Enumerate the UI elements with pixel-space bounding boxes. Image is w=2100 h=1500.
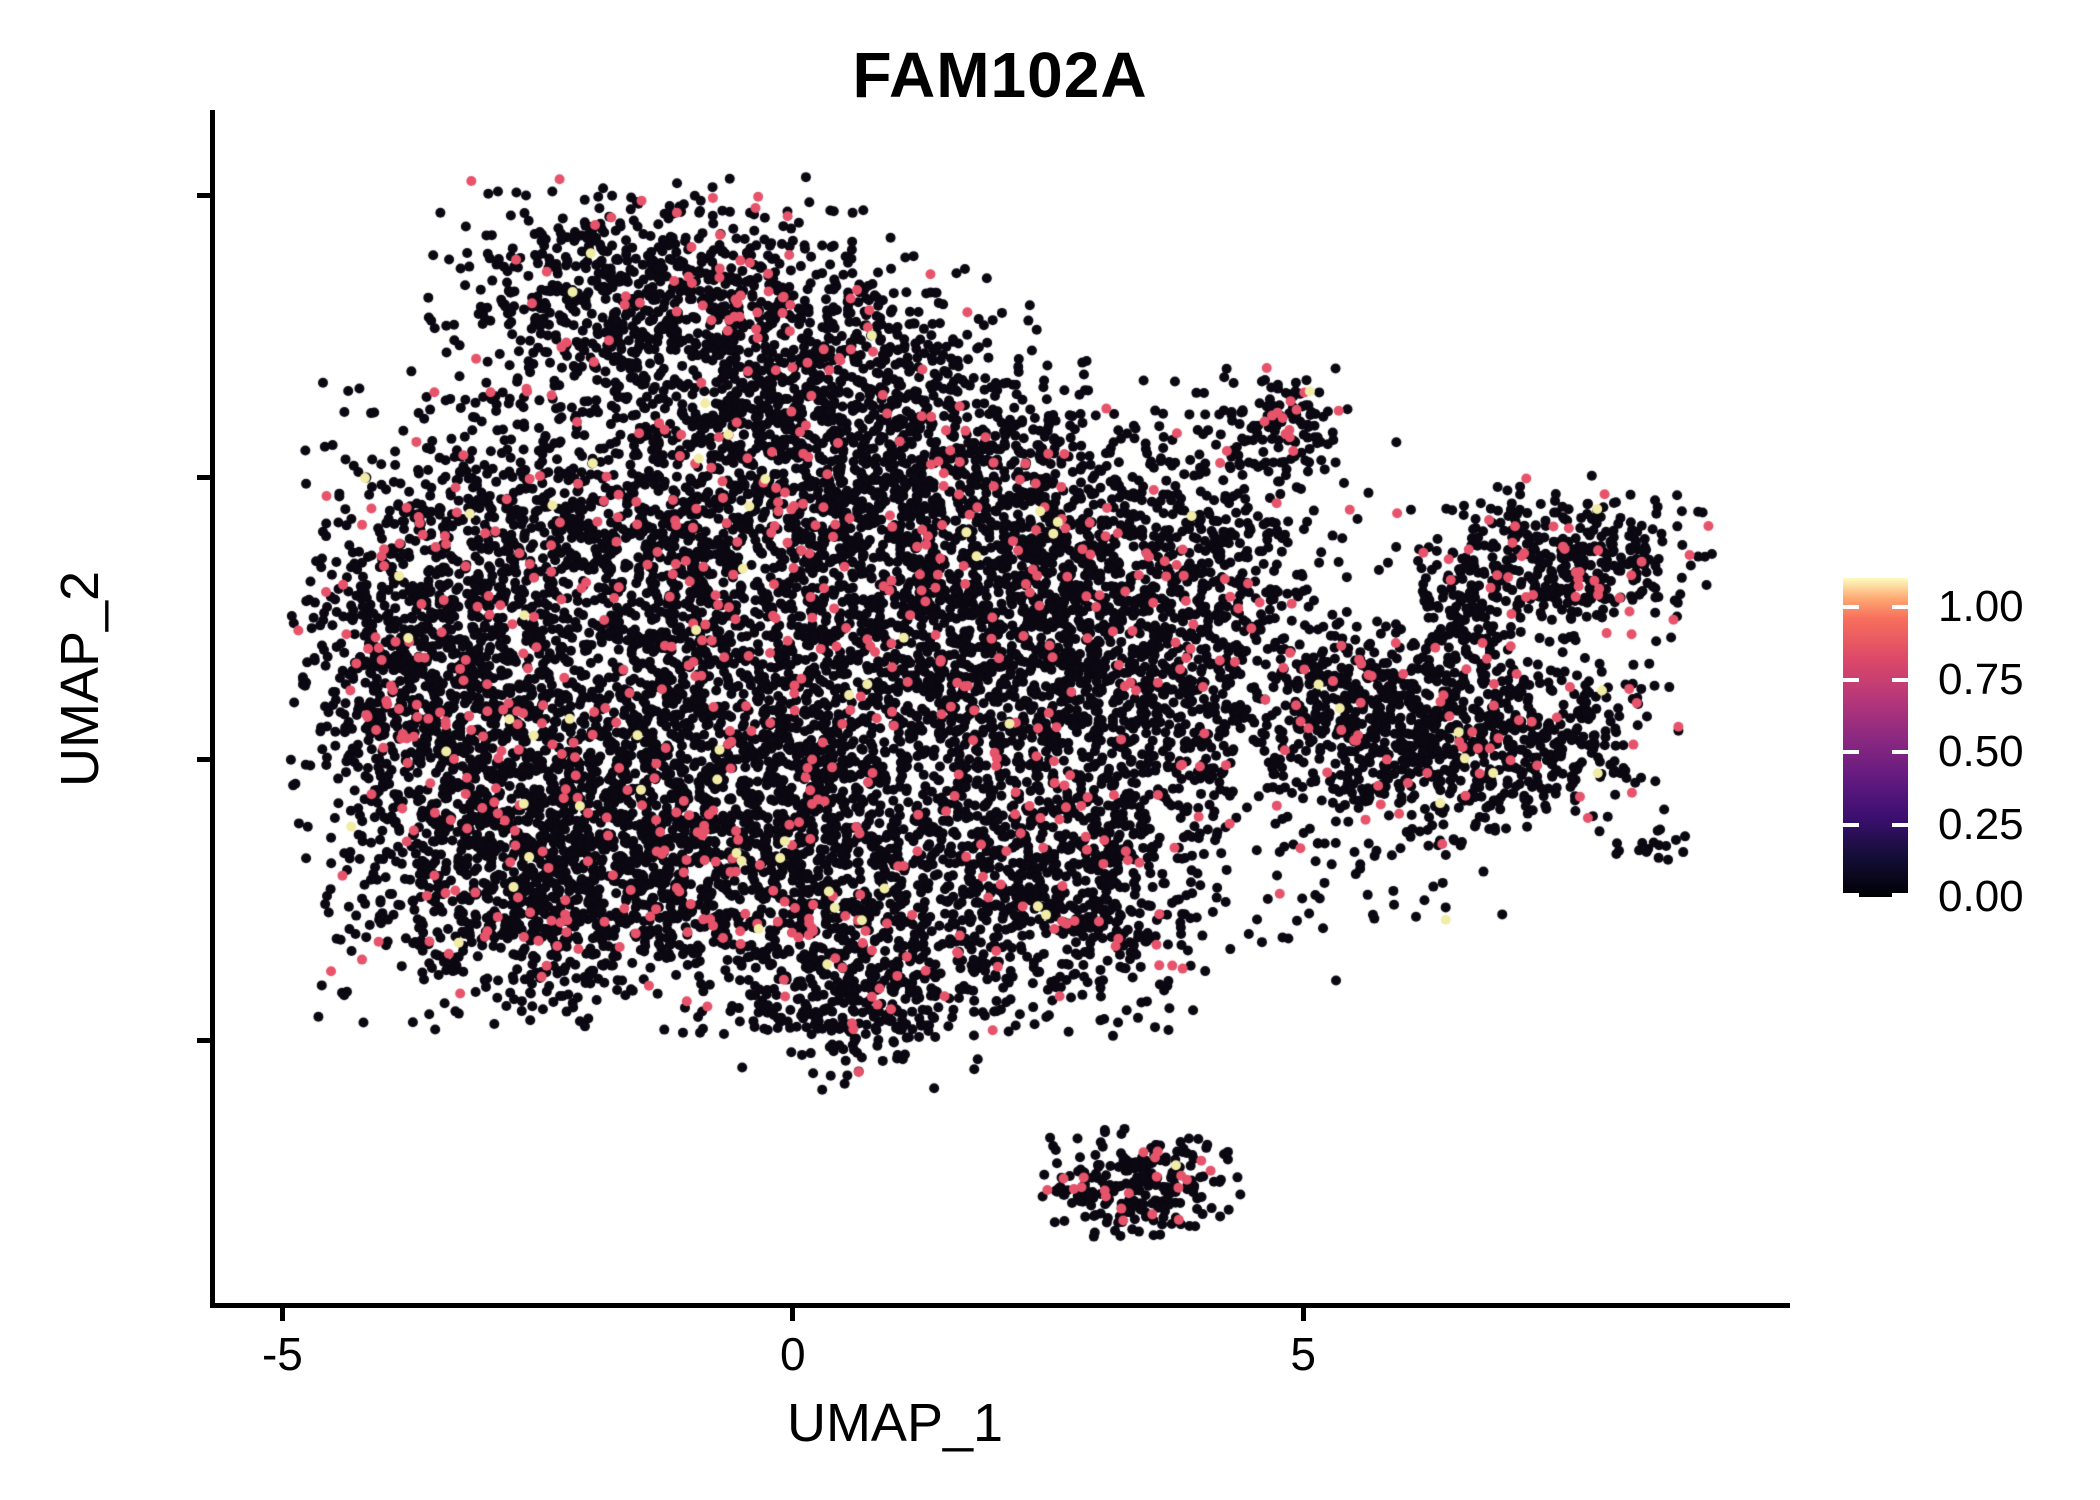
colorbar-tick-label: 0.50 (1938, 727, 2024, 776)
y-tick-mark (197, 1038, 211, 1044)
colorbar-tick-mark (1892, 750, 1908, 754)
colorbar-tick-mark (1843, 750, 1859, 754)
colorbar-tick-mark (1843, 605, 1859, 609)
x-axis-label: UMAP_1 (786, 1393, 1004, 1453)
colorbar-tick-mark (1843, 822, 1859, 827)
x-tick-label: 0 (779, 1328, 806, 1380)
y-axis-line (210, 110, 215, 1308)
colorbar-tick-label: 0.25 (1938, 799, 2024, 849)
colorbar-tick-label: 0.00 (1938, 872, 2024, 921)
colorbar-tick-label: 0.75 (1938, 654, 2024, 704)
x-axis-line (210, 1303, 1790, 1308)
y-tick-mark (197, 474, 211, 480)
colorbar-gradient (1843, 578, 1908, 897)
y-tick-mark (197, 756, 211, 762)
x-tick-mark (790, 1307, 796, 1321)
plot-title: FAM102A (852, 39, 1148, 111)
colorbar-tick-mark (1843, 677, 1859, 682)
x-tick-label: 5 (1290, 1328, 1316, 1380)
colorbar-tick-mark (1892, 605, 1908, 609)
y-tick-mark (197, 192, 211, 198)
y-axis-label: UMAP_2 (50, 570, 110, 788)
colorbar-tick-mark (1843, 893, 1859, 897)
colorbar-tick-mark (1892, 822, 1908, 827)
colorbar-tick-mark (1892, 677, 1908, 682)
colorbar-tick-label: 1.00 (1938, 582, 2024, 631)
x-tick-mark (1300, 1307, 1306, 1321)
colorbar-tick-mark (1892, 893, 1908, 897)
x-tick-label: -5 (261, 1328, 303, 1380)
x-tick-mark (279, 1307, 285, 1321)
